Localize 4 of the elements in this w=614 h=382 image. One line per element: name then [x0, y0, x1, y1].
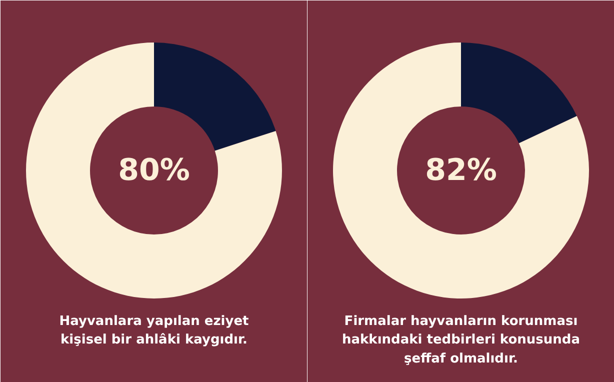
text: 80% [118, 153, 190, 188]
text: Firmalar hayvanların korunması hakkındaki tedbirleri konusunda şeffaf olmalıdır. [342, 314, 580, 366]
text: 82% [425, 153, 497, 188]
text: Hayvanlara yapılan eziyet kişisel bir ahlâki kaygıdır. [59, 314, 249, 348]
